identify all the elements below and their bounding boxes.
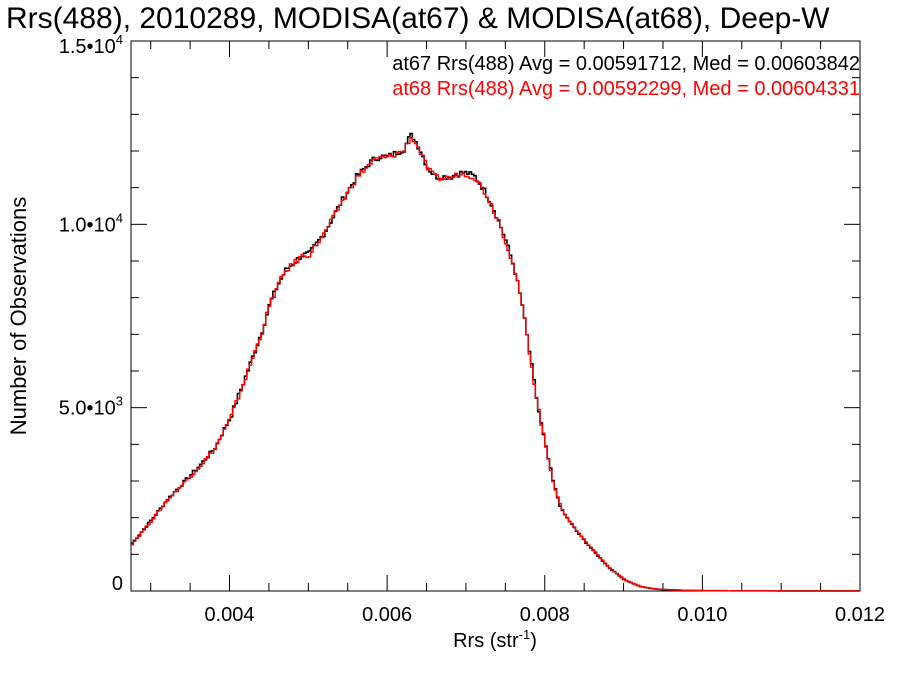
legend-entry-at67: at67 Rrs(488) Avg = 0.00591712, Med = 0.… — [392, 53, 860, 75]
y-axis-label: Number of Observations — [6, 197, 31, 435]
x-tick-label: 0.006 — [362, 604, 412, 626]
y-tick-label: 0 — [112, 573, 123, 595]
x-axis-label-close: ) — [530, 630, 537, 652]
x-axis-label: Rrs (str-1) — [453, 627, 537, 652]
x-axis-label-main: Rrs (str — [453, 630, 519, 652]
y-axis-ticks: 0 5.0•103 1.0•104 1.5•104 — [59, 32, 860, 595]
x-tick-label: 0.010 — [677, 604, 727, 626]
y-tick-label: 1.5•104 — [59, 32, 123, 58]
x-tick-label: 0.008 — [520, 604, 570, 626]
series-layer — [131, 132, 860, 592]
x-axis-label-exponent: -1 — [519, 627, 531, 642]
chart-title: Rrs(488), 2010289, MODISA(at67) & MODISA… — [6, 2, 830, 35]
legend-entry-at68: at68 Rrs(488) Avg = 0.00592299, Med = 0.… — [392, 78, 860, 100]
series-at68-histogram — [131, 136, 860, 592]
series-at67-histogram — [131, 132, 860, 592]
plot-frame — [130, 40, 861, 592]
x-axis-ticks: 0.004 0.006 0.008 0.010 0.012 — [150, 41, 885, 626]
y-tick-label: 1.0•104 — [59, 210, 123, 236]
y-tick-label: 5.0•103 — [59, 394, 123, 420]
x-tick-label: 0.004 — [204, 604, 254, 626]
x-tick-label: 0.012 — [835, 604, 885, 626]
